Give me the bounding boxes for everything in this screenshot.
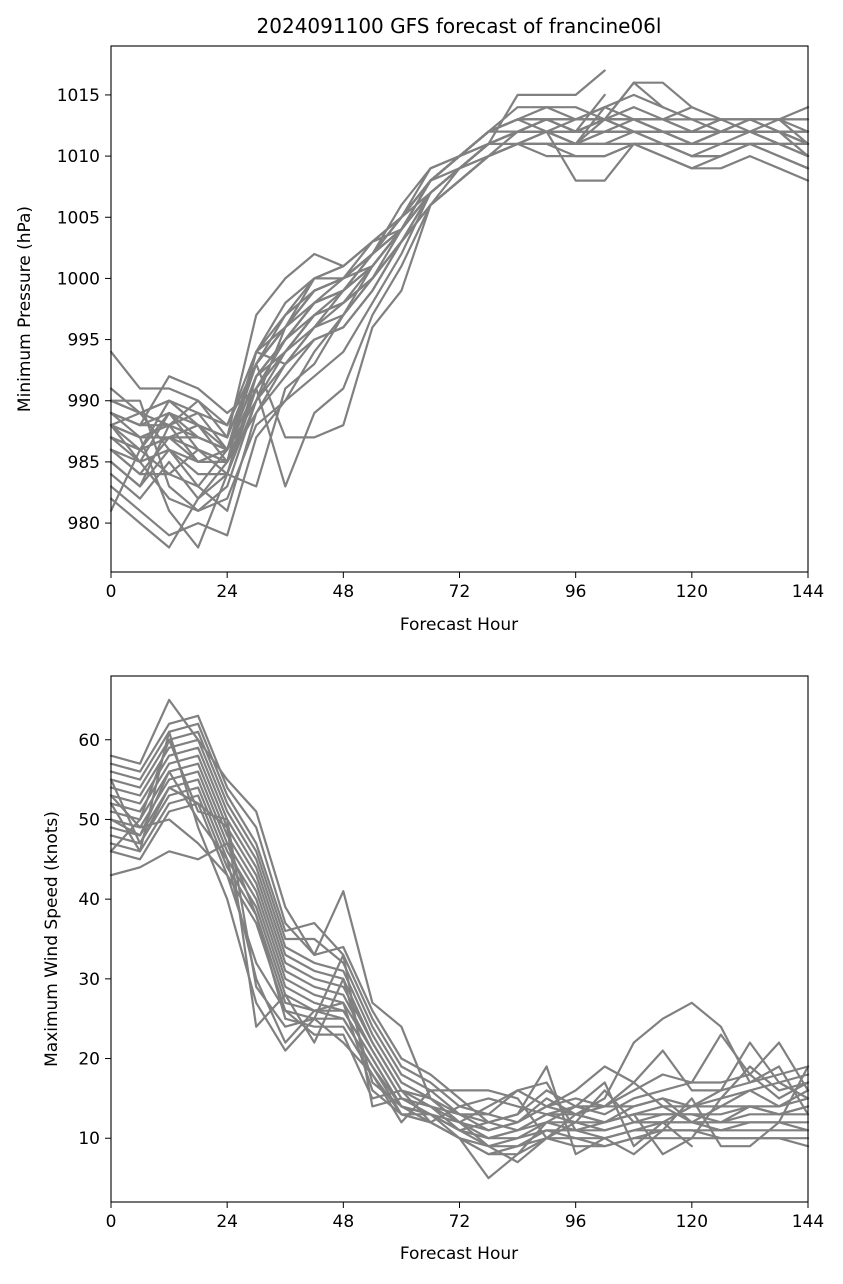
wind-series-group — [109, 698, 810, 1180]
wind-x-tick-label: 24 — [216, 1212, 238, 1232]
pressure-series-line-22 — [109, 69, 606, 427]
pressure-x-tick-label: 72 — [449, 582, 471, 602]
wind-x-axis: 0 24 48 72 96 120 144 — [106, 1202, 824, 1232]
wind-series-line-18 — [109, 794, 810, 1124]
wind-series-line-13 — [109, 842, 693, 1180]
pressure-y-axis-label: Minimum Pressure (hPa) — [15, 206, 35, 412]
pressure-x-tick-label: 24 — [216, 582, 238, 602]
pressure-y-tick-label: 1005 — [57, 208, 100, 228]
pressure-series-line-7 — [109, 118, 810, 500]
pressure-panel: 0 24 48 72 96 120 144 980 985 990 995 1000 1005 1010… — [15, 45, 824, 635]
pressure-x-axis-label: Forecast Hour — [400, 615, 518, 635]
wind-x-tick-label: 96 — [565, 1212, 587, 1232]
pressure-y-tick-label: 995 — [68, 331, 100, 351]
wind-series-line-15 — [109, 770, 810, 1156]
pressure-y-tick-label: 980 — [68, 514, 100, 534]
wind-y-tick-label: 30 — [78, 970, 100, 990]
pressure-x-tick-label: 96 — [565, 582, 587, 602]
pressure-x-tick-label: 144 — [792, 582, 824, 602]
wind-y-axis-label: Maximum Wind Speed (knots) — [42, 811, 62, 1067]
wind-y-tick-label: 50 — [78, 810, 100, 830]
pressure-y-tick-label: 1010 — [57, 147, 100, 167]
wind-series-line-14 — [109, 778, 810, 1156]
pressure-series-line-10 — [109, 118, 810, 512]
wind-x-axis-label: Forecast Hour — [400, 1244, 518, 1264]
pressure-x-tick-label: 0 — [106, 582, 117, 602]
pressure-series-line-2 — [109, 118, 810, 427]
wind-series-line-17 — [109, 730, 810, 1140]
pressure-series-line-3 — [109, 93, 810, 463]
pressure-series-line-23 — [109, 93, 606, 439]
pressure-x-axis: 0 24 48 72 96 120 144 — [106, 572, 824, 602]
wind-x-tick-label: 72 — [449, 1212, 471, 1232]
wind-y-tick-label: 40 — [78, 890, 100, 910]
wind-series-line-12 — [109, 802, 810, 1156]
pressure-y-tick-label: 1015 — [57, 86, 100, 106]
wind-x-tick-label: 0 — [106, 1212, 117, 1232]
wind-series-line-1 — [109, 714, 810, 1132]
wind-panel: 0 24 48 72 96 120 144 10 20 30 40 50 60 Forecast Ho… — [42, 675, 824, 1264]
wind-y-tick-label: 20 — [78, 1050, 100, 1070]
pressure-y-tick-label: 990 — [68, 392, 100, 412]
wind-y-tick-label: 10 — [78, 1129, 100, 1149]
pressure-series-line-25 — [109, 81, 693, 451]
chart-title: 2024091100 GFS forecast of francine06l — [257, 14, 662, 38]
pressure-y-tick-label: 985 — [68, 453, 100, 473]
pressure-series-group — [109, 69, 810, 549]
wind-y-axis: 10 20 30 40 50 60 — [78, 731, 111, 1149]
pressure-y-axis: 980 985 990 995 1000 1005 1010 1015 — [57, 86, 111, 534]
pressure-x-tick-label: 48 — [333, 582, 355, 602]
pressure-y-tick-label: 1000 — [57, 269, 100, 289]
pressure-x-tick-label: 120 — [676, 582, 708, 602]
pressure-series-line-14 — [109, 118, 810, 512]
wind-x-tick-label: 48 — [333, 1212, 355, 1232]
wind-x-tick-label: 120 — [676, 1212, 708, 1232]
pressure-series-line-26 — [109, 81, 664, 463]
wind-x-tick-label: 144 — [792, 1212, 824, 1232]
wind-y-tick-label: 60 — [78, 731, 100, 751]
